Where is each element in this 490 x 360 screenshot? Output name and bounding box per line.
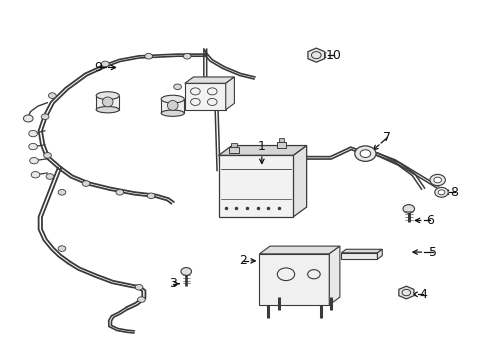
Circle shape bbox=[435, 188, 448, 197]
Circle shape bbox=[181, 267, 192, 275]
Circle shape bbox=[355, 146, 376, 161]
Circle shape bbox=[145, 53, 152, 59]
Circle shape bbox=[30, 157, 38, 164]
Polygon shape bbox=[377, 249, 382, 259]
Text: 5: 5 bbox=[429, 246, 437, 258]
Text: 6: 6 bbox=[426, 214, 434, 227]
Ellipse shape bbox=[96, 92, 119, 99]
Circle shape bbox=[58, 246, 66, 251]
Circle shape bbox=[46, 174, 54, 179]
Circle shape bbox=[438, 190, 445, 195]
Bar bbox=[279, 138, 285, 142]
Polygon shape bbox=[185, 83, 226, 110]
Text: 3: 3 bbox=[169, 277, 177, 290]
Bar bbox=[231, 143, 237, 147]
Circle shape bbox=[434, 177, 441, 183]
Polygon shape bbox=[259, 246, 340, 254]
Polygon shape bbox=[219, 145, 307, 156]
Polygon shape bbox=[226, 77, 234, 110]
Circle shape bbox=[135, 284, 143, 290]
Text: 2: 2 bbox=[239, 255, 246, 267]
Circle shape bbox=[360, 150, 371, 157]
Circle shape bbox=[44, 153, 51, 158]
Bar bbox=[96, 96, 119, 110]
Circle shape bbox=[41, 114, 49, 120]
Polygon shape bbox=[329, 246, 340, 305]
Circle shape bbox=[183, 53, 191, 59]
Circle shape bbox=[147, 193, 155, 199]
Circle shape bbox=[174, 84, 181, 90]
Circle shape bbox=[31, 172, 40, 178]
Circle shape bbox=[101, 61, 109, 67]
Circle shape bbox=[49, 93, 56, 98]
Polygon shape bbox=[342, 253, 377, 259]
Circle shape bbox=[403, 204, 415, 213]
Ellipse shape bbox=[161, 95, 184, 103]
Circle shape bbox=[82, 181, 90, 186]
Bar bbox=[277, 142, 287, 148]
Circle shape bbox=[24, 115, 33, 122]
Circle shape bbox=[29, 130, 37, 137]
Ellipse shape bbox=[102, 97, 113, 107]
Polygon shape bbox=[293, 145, 307, 217]
Text: 9: 9 bbox=[94, 61, 102, 74]
Text: 10: 10 bbox=[326, 49, 342, 62]
Polygon shape bbox=[342, 249, 382, 253]
Circle shape bbox=[430, 174, 445, 186]
Circle shape bbox=[29, 143, 37, 150]
Ellipse shape bbox=[161, 110, 184, 116]
Polygon shape bbox=[308, 48, 325, 62]
Bar bbox=[229, 147, 239, 153]
Ellipse shape bbox=[168, 100, 178, 111]
Text: 1: 1 bbox=[258, 140, 266, 153]
Circle shape bbox=[138, 297, 146, 302]
Polygon shape bbox=[219, 156, 293, 217]
Bar bbox=[161, 99, 184, 113]
Circle shape bbox=[116, 189, 123, 195]
Text: 4: 4 bbox=[419, 288, 427, 301]
Polygon shape bbox=[259, 254, 329, 305]
Text: 7: 7 bbox=[383, 131, 391, 144]
Text: 8: 8 bbox=[450, 186, 459, 199]
Ellipse shape bbox=[96, 107, 119, 113]
Polygon shape bbox=[185, 77, 234, 83]
Circle shape bbox=[58, 189, 66, 195]
Polygon shape bbox=[399, 286, 414, 299]
